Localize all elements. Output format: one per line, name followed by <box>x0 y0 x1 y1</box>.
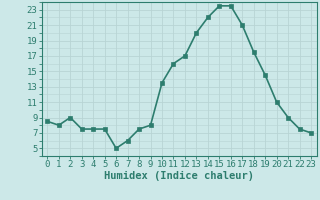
X-axis label: Humidex (Indice chaleur): Humidex (Indice chaleur) <box>104 171 254 181</box>
